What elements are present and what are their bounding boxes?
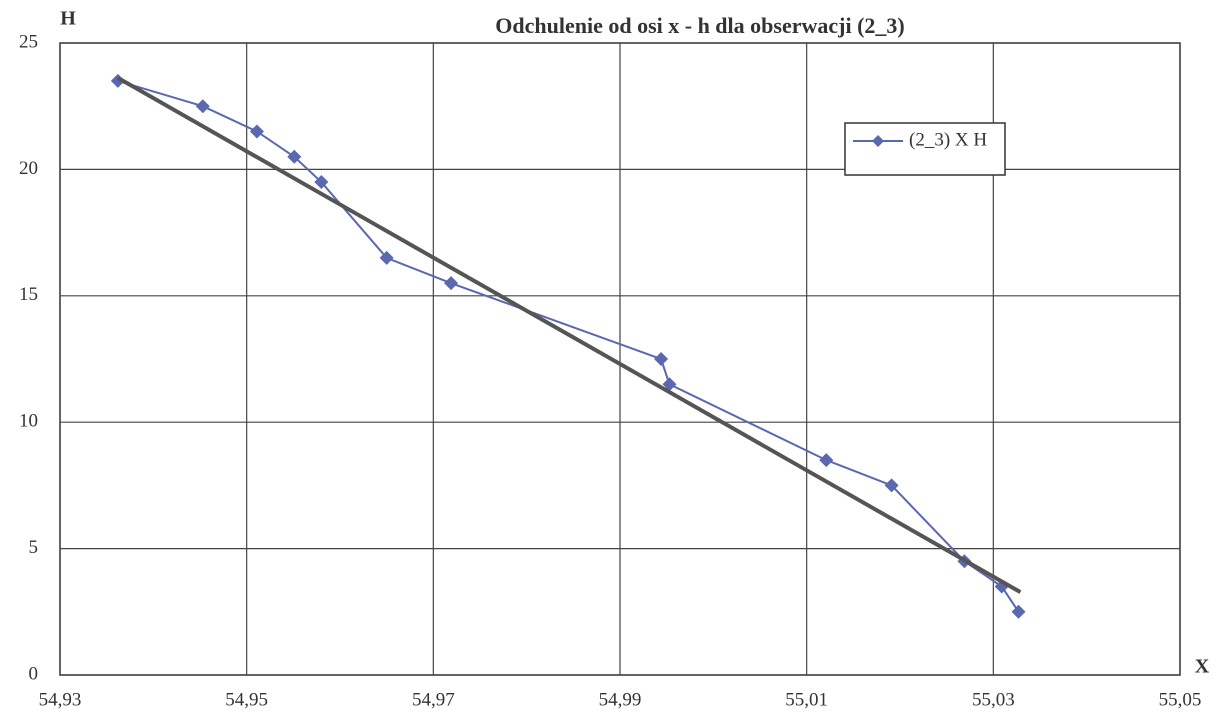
y-tick-label: 10 — [19, 411, 38, 432]
chart-title: Odchulenie od osi x - h dla obserwacji (… — [495, 13, 904, 38]
y-tick-label: 25 — [19, 31, 38, 52]
x-tick-label: 55,01 — [785, 689, 828, 710]
x-tick-label: 54,97 — [412, 689, 455, 710]
legend-box — [844, 122, 1006, 176]
marker — [314, 175, 329, 190]
marker — [884, 478, 899, 493]
y-axis-label: H — [60, 8, 76, 30]
y-tick-label: 15 — [19, 284, 38, 305]
marker — [819, 453, 834, 468]
y-tick-label: 5 — [29, 537, 39, 558]
x-tick-label: 55,05 — [1159, 689, 1202, 710]
marker — [110, 73, 125, 88]
marker — [662, 377, 677, 392]
x-tick-label: 54,99 — [599, 689, 642, 710]
y-tick-label: 0 — [29, 663, 39, 684]
trend-line — [116, 76, 1022, 594]
x-tick-label: 54,95 — [225, 689, 268, 710]
x-tick-label: 54,93 — [39, 689, 82, 710]
marker — [444, 276, 459, 291]
x-tick-label: 55,03 — [972, 689, 1015, 710]
legend-label: (2_3) X H — [909, 129, 987, 150]
marker — [1011, 604, 1026, 619]
marker — [195, 99, 210, 114]
marker — [654, 352, 669, 366]
x-axis-label: X — [1195, 656, 1210, 678]
marker — [249, 124, 264, 139]
series-line — [117, 79, 1020, 613]
legend-marker — [872, 135, 884, 147]
marker — [287, 149, 302, 164]
y-tick-label: 20 — [19, 158, 38, 179]
marker — [379, 250, 394, 265]
